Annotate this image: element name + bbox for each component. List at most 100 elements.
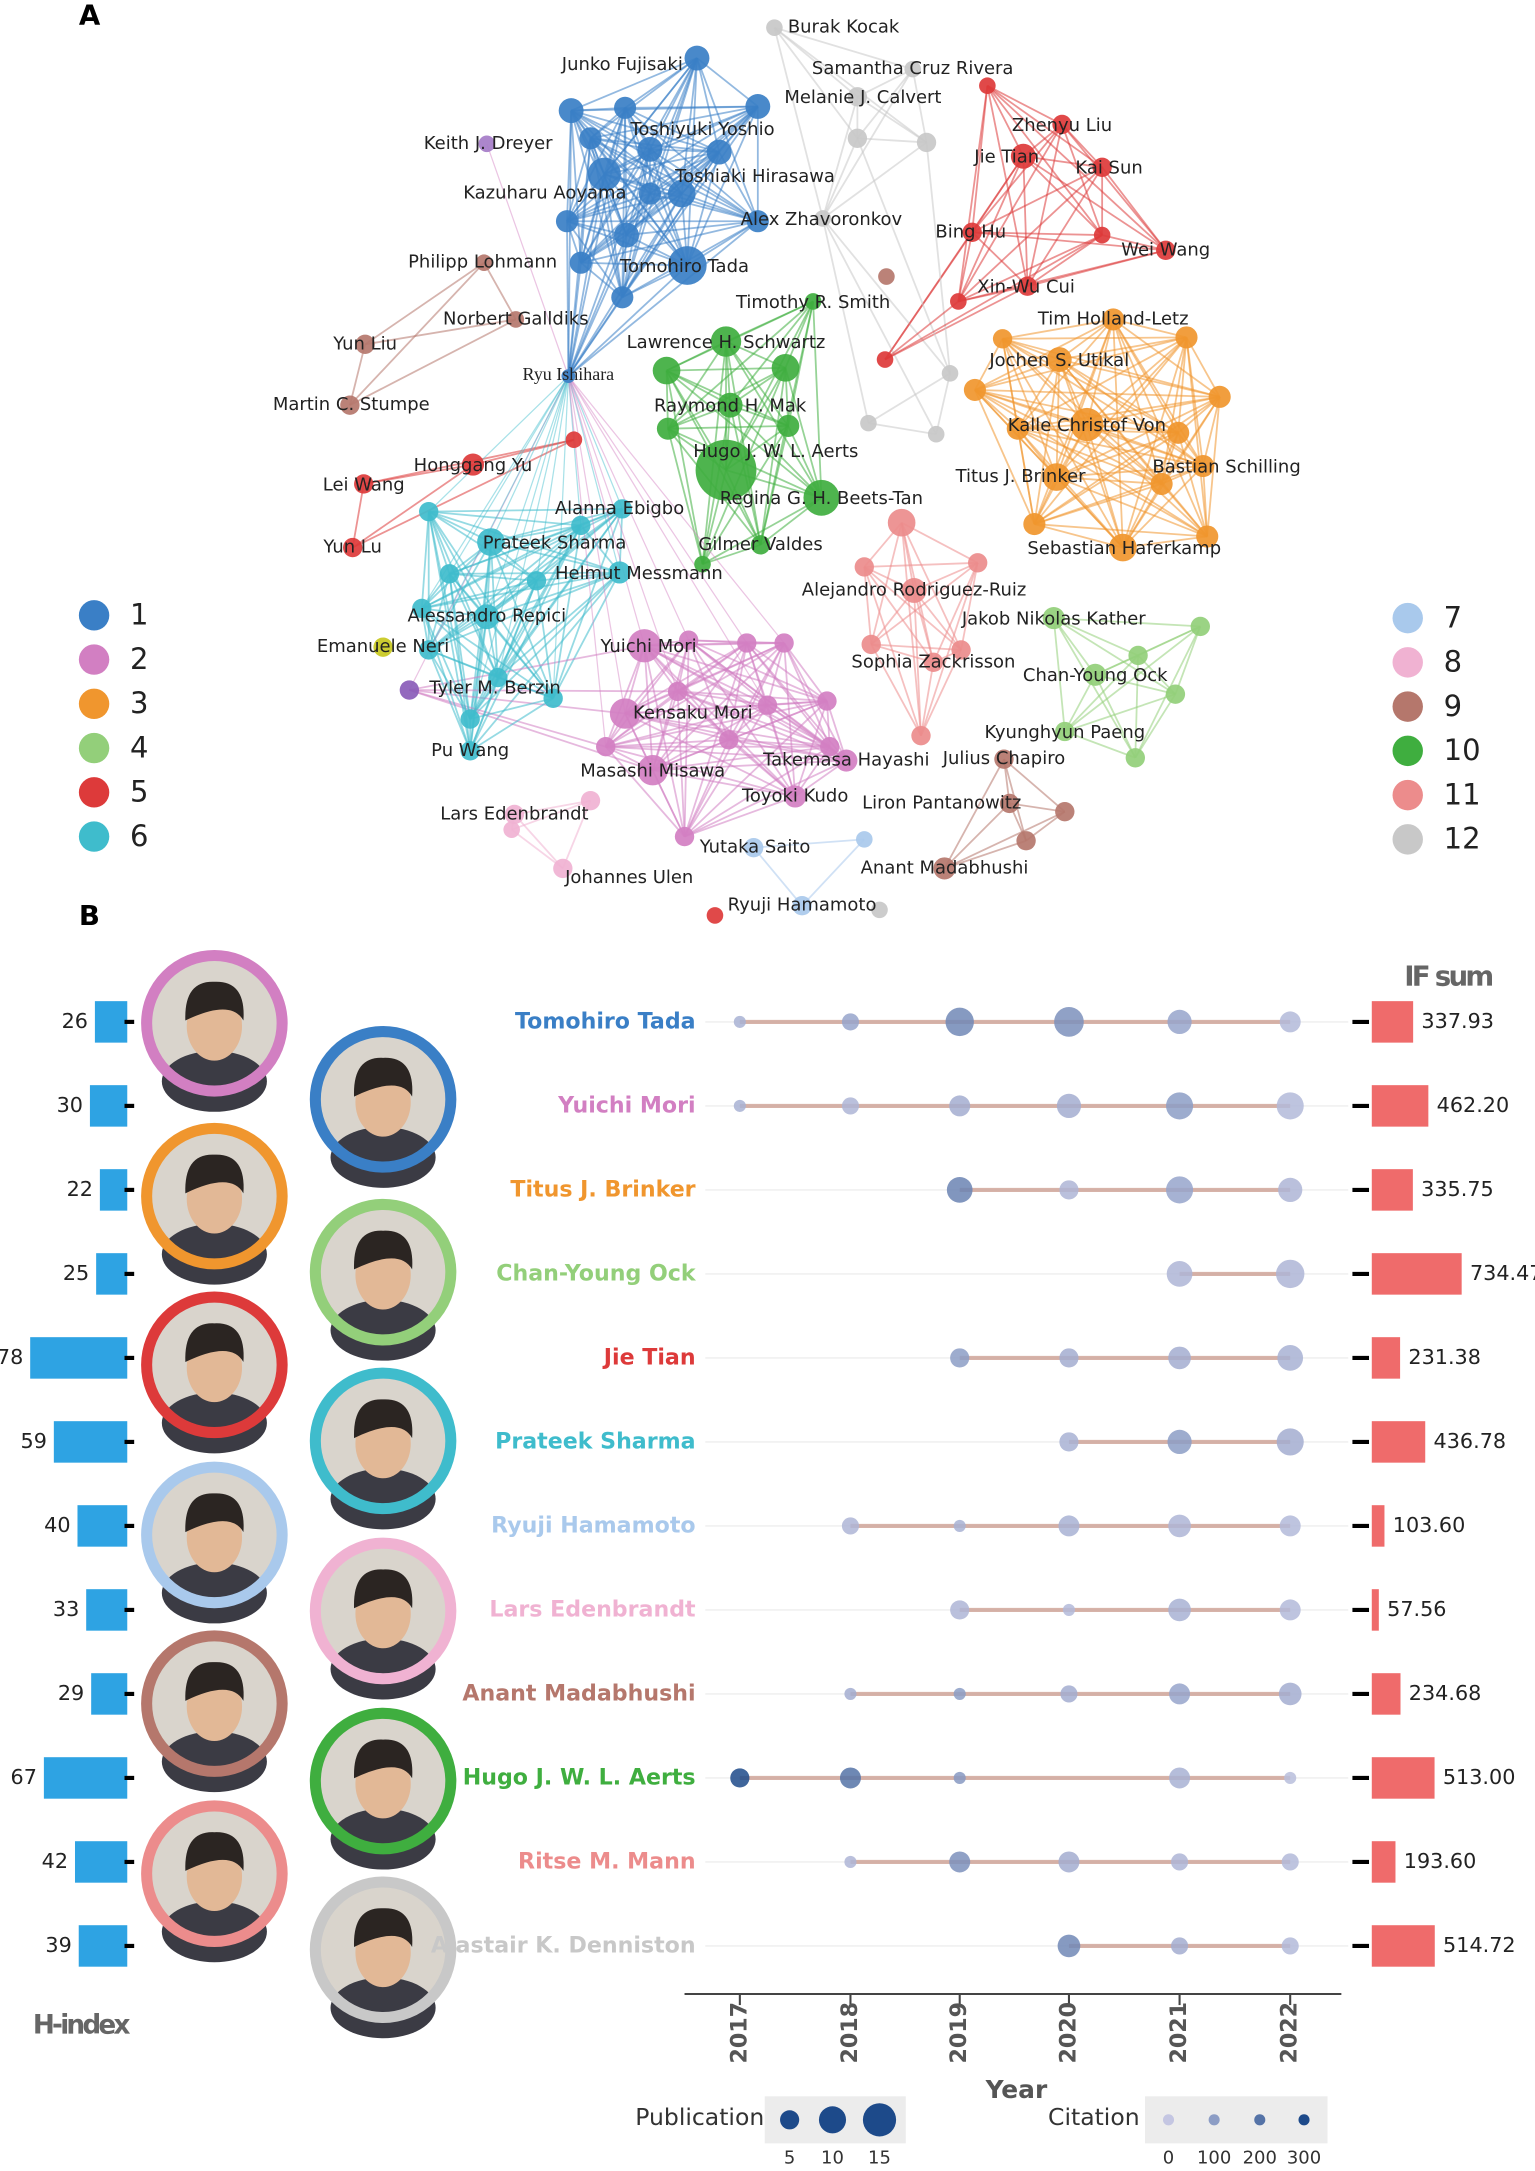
photo-shoulders <box>161 1392 267 1454</box>
legend-value: 100 <box>1197 2148 1231 2169</box>
x-tick-label: 2022 <box>1277 2002 1303 2064</box>
legend-value: 5 <box>784 2148 795 2169</box>
edge <box>624 107 720 153</box>
edge <box>870 643 934 664</box>
edge <box>944 839 1027 870</box>
edge <box>566 221 570 377</box>
panel-label: A <box>79 0 101 32</box>
edge <box>729 404 823 499</box>
network-node <box>1070 407 1104 442</box>
edge <box>958 249 1166 303</box>
legend-bubble <box>862 2103 897 2137</box>
edge <box>567 375 748 644</box>
edge <box>676 691 686 837</box>
network-node <box>561 369 576 384</box>
network-node <box>503 821 520 838</box>
edge <box>787 301 815 427</box>
if-sum-label: 193.60 <box>1404 1849 1477 1873</box>
edge <box>684 795 796 838</box>
edge <box>490 524 581 543</box>
bubble <box>949 1095 971 1117</box>
edge <box>1034 523 1124 549</box>
bubble <box>733 1099 746 1112</box>
network-node <box>637 136 663 162</box>
if-sum-bar <box>1371 1673 1401 1715</box>
network-node <box>1016 831 1036 851</box>
bubble <box>733 1015 746 1028</box>
edge <box>421 607 554 700</box>
network-node <box>507 311 525 328</box>
h-index-bar <box>78 1925 128 1967</box>
network-node <box>475 254 493 272</box>
edge <box>686 151 720 266</box>
node-label: Sophia Zackrisson <box>851 651 1015 672</box>
network-node <box>1192 454 1215 478</box>
edge <box>567 296 624 377</box>
edge <box>428 510 620 574</box>
if-sum-title: IF sum <box>1404 960 1492 993</box>
edge <box>974 389 1036 525</box>
edge <box>944 810 1066 870</box>
node-label: Tyler M. Berzin <box>428 678 560 699</box>
network-node <box>1167 421 1190 444</box>
edge <box>1202 396 1221 467</box>
edge <box>1052 618 1066 732</box>
edge <box>759 367 787 545</box>
edge <box>972 231 1166 252</box>
h-index-label: 42 <box>42 1849 68 1873</box>
edge <box>428 375 569 651</box>
edge <box>1086 423 1208 538</box>
bubble <box>1058 1515 1080 1537</box>
edge <box>767 700 828 707</box>
edge <box>511 828 564 870</box>
bubble <box>1279 1011 1301 1033</box>
edge <box>863 566 873 645</box>
network-node <box>757 695 778 715</box>
network-node <box>477 528 505 556</box>
edge <box>552 572 621 699</box>
author-name: Titus J. Brinker <box>510 1176 695 1202</box>
network-node <box>766 19 783 36</box>
bubble <box>1166 1261 1193 1287</box>
legend-label: 12 <box>1444 822 1481 856</box>
edge <box>971 123 1063 233</box>
edge <box>567 375 623 510</box>
edge <box>884 285 1028 361</box>
network-node <box>717 392 743 418</box>
bubble <box>949 1851 971 1873</box>
network-node <box>419 640 439 660</box>
bubble <box>1284 1771 1297 1785</box>
network-node <box>904 60 921 78</box>
edge <box>1001 338 1058 478</box>
bubble <box>953 1771 966 1785</box>
network-node <box>878 268 895 285</box>
node-label: Burak Kocak <box>788 17 900 38</box>
legend-value: 0 <box>1163 2148 1174 2169</box>
edge <box>535 524 582 582</box>
bubble <box>1171 1937 1189 1955</box>
edge <box>1058 358 1204 467</box>
edge <box>774 26 913 71</box>
network-node <box>784 785 807 808</box>
edge <box>943 802 1011 870</box>
edge <box>752 847 803 907</box>
edge <box>718 151 759 222</box>
bubble <box>1278 1177 1303 1203</box>
legend-swatch <box>78 644 110 675</box>
network-node <box>1128 645 1148 666</box>
node-label: Yun Liu <box>332 333 397 354</box>
photo-ring <box>309 1707 457 1855</box>
edge <box>666 366 786 372</box>
network-node <box>933 857 956 880</box>
network-node <box>992 329 1013 349</box>
edge <box>409 689 626 715</box>
bubble <box>945 1007 974 1037</box>
edge <box>652 704 768 772</box>
edge <box>960 562 979 651</box>
edge <box>1053 617 1201 628</box>
network-node <box>667 179 696 208</box>
edge <box>784 367 823 499</box>
photo-hair <box>353 1569 413 1609</box>
edge <box>1017 427 1208 538</box>
edge <box>870 643 922 737</box>
